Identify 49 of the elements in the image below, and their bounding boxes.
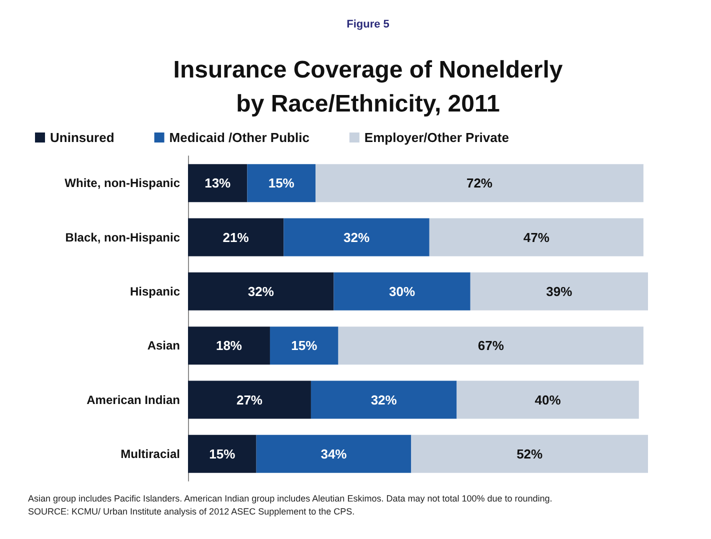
data-label: 32% — [370, 392, 398, 408]
legend-label: Uninsured — [50, 130, 114, 145]
bar — [429, 218, 644, 256]
chart-subtitle: Figure 5 — [346, 18, 390, 30]
data-label: 13% — [204, 176, 232, 191]
bar — [188, 218, 284, 256]
y-tick-label: Hispanic — [130, 284, 180, 298]
data-label: 67% — [478, 338, 504, 354]
bar — [338, 326, 644, 365]
data-label: 32% — [248, 284, 274, 299]
bar — [188, 272, 334, 310]
data-label: 15% — [291, 338, 318, 354]
bar — [188, 326, 270, 365]
bar — [411, 434, 648, 473]
data-label: 39% — [546, 284, 573, 299]
bar — [316, 164, 644, 202]
data-label: 72% — [466, 176, 493, 191]
y-tick-label: Multiracial — [120, 446, 180, 461]
legend-label: Medicaid /Other Public — [169, 130, 310, 145]
source-note: SOURCE: KCMU/ Urban Institute analysis of 2012 ASEC Supplement to the CPS. — [28, 506, 355, 516]
data-label: 27% — [236, 392, 263, 408]
legend-label: Employer/Other Private — [364, 130, 509, 145]
bar — [270, 326, 338, 365]
bar — [456, 380, 639, 419]
data-label: 52% — [516, 446, 544, 462]
bar — [470, 272, 648, 310]
bar — [188, 434, 256, 473]
bar — [247, 164, 316, 202]
data-label: 34% — [320, 446, 348, 462]
bar — [284, 218, 430, 256]
data-label: 40% — [534, 392, 562, 408]
text: Asian group includes Pacific Islanders. American Indian group includes Aleutian Eskimos. Data may not total 100% due to rounding. — [28, 494, 552, 504]
data-label: 30% — [389, 284, 416, 299]
bar — [188, 164, 248, 202]
bar — [310, 380, 457, 419]
bar — [188, 380, 311, 419]
bar — [256, 434, 412, 473]
y-tick-label: Black, non-Hispanic — [65, 230, 180, 244]
data-label: 15% — [209, 446, 236, 462]
chart-title: Insurance Coverage of Nonelderly by Race/Ethnicity, 2011 — [173, 56, 564, 118]
y-tick-label: Asian — [147, 338, 180, 353]
bar — [334, 272, 470, 310]
y-tick-label: American Indian — [86, 392, 180, 407]
data-label: 21% — [222, 230, 250, 245]
data-label: 15% — [268, 176, 295, 191]
data-label: 32% — [344, 230, 370, 245]
y-tick-label: White, non-Hispanic — [64, 176, 180, 190]
data-label: 18% — [216, 338, 242, 354]
data-label: 47% — [523, 230, 550, 245]
